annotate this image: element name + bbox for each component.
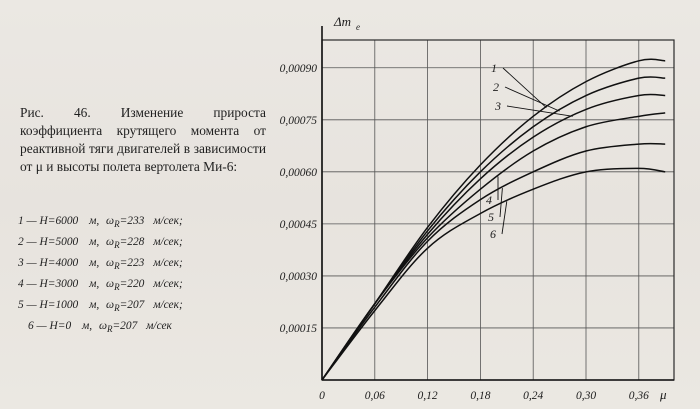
legend-unit-m: м, [86, 299, 103, 311]
x-tick-label: 0,12 [418, 390, 438, 402]
legend-omega-subscript: R [107, 324, 113, 334]
curve-label-2: 2 [493, 80, 499, 94]
legend-unit-m: м, [86, 215, 103, 227]
legend-omega-subscript: R [114, 303, 120, 313]
x-tick-label: 0 [319, 390, 325, 402]
legend-unit-speed: м/сек; [150, 278, 183, 290]
curve-leader-2 [504, 86, 560, 112]
legend-row: 5 — H=1000 м, ωR=207 м/сек; [18, 296, 274, 317]
legend-dash: — [23, 299, 40, 311]
y-tick-label: 0,00015 [280, 323, 318, 335]
legend-altitude: H=5000 [39, 236, 79, 248]
legend-omega-subscript: R [114, 282, 120, 292]
legend-altitude: H=6000 [39, 215, 79, 227]
y-tick-label: 0,00030 [280, 271, 318, 283]
legend-omega: ω [106, 299, 115, 311]
legend-omega-subscript: R [114, 240, 120, 250]
legend-unit-m: м, [86, 278, 103, 290]
legend-altitude: H=0 [49, 320, 72, 332]
y-axis-title: Δm [333, 14, 351, 29]
legend-unit-speed: м/сек; [150, 236, 183, 248]
legend-omega: ω [98, 320, 107, 332]
legend-curve-number: 5 [18, 299, 24, 311]
legend-curve-number: 2 [18, 236, 24, 248]
y-tick-label: 0,00060 [280, 167, 318, 179]
legend-curve-number: 1 [18, 215, 24, 227]
curve-label-3: 3 [494, 99, 501, 113]
legend-dash: — [23, 278, 40, 290]
legend-tip-speed: =207 [119, 299, 145, 311]
legend-curve-number: 4 [18, 278, 24, 290]
curve-label-6: 6 [490, 227, 496, 241]
figure-caption: Рис. 46. Изменение прироста коэффициента… [20, 104, 266, 176]
legend-unit-speed: м/сек [143, 320, 172, 332]
legend-row: 3 — H=4000 м, ωR=223 м/сек; [18, 254, 274, 275]
legend-omega-subscript: R [114, 261, 120, 271]
legend-row: 4 — H=3000 м, ωR=220 м/сек; [18, 275, 274, 296]
curve-label-5: 5 [488, 210, 494, 224]
figure-legend: 1 — H=6000 м, ωR=233 м/сек; 2 — H=5000 м,… [18, 212, 274, 338]
y-tick-label: 0,00075 [280, 115, 318, 127]
legend-tip-speed: =220 [119, 278, 145, 290]
legend-row: 1 — H=6000 м, ωR=233 м/сек; [18, 212, 274, 233]
legend-dash: — [33, 320, 50, 332]
legend-dash: — [23, 257, 40, 269]
curve-line-5 [321, 142, 666, 381]
curve-line-6 [321, 167, 666, 381]
legend-altitude: H=1000 [39, 299, 79, 311]
x-tick-label: 0,36 [629, 390, 649, 402]
legend-omega: ω [106, 236, 115, 248]
legend-unit-m: м, [86, 236, 103, 248]
legend-tip-speed: =228 [119, 236, 145, 248]
legend-unit-m: м, [86, 257, 103, 269]
curve-leader-5 [499, 187, 503, 218]
y-tick-label: 0,00045 [280, 219, 318, 231]
legend-row: 6 — H=0 м, ωR=207 м/сек [18, 317, 274, 338]
caption-text: Рис. 46. Изменение прироста коэффициента… [20, 105, 266, 174]
x-tick-label: 0,24 [523, 390, 543, 402]
y-tick-label: 0,00090 [280, 63, 318, 75]
legend-row: 2 — H=5000 м, ωR=228 м/сек; [18, 233, 274, 254]
curve-line-4 [321, 112, 666, 381]
legend-altitude: H=3000 [39, 278, 79, 290]
legend-dash: — [23, 236, 40, 248]
legend-tip-speed: =233 [119, 215, 145, 227]
legend-unit-speed: м/сек; [150, 215, 183, 227]
legend-omega-subscript: R [114, 219, 120, 229]
y-axis-title-subscript: e [356, 22, 360, 32]
legend-unit-speed: м/сек; [150, 299, 183, 311]
legend-unit-speed: м/сек; [150, 257, 183, 269]
curve-leader-1 [502, 67, 547, 108]
legend-omega: ω [106, 257, 115, 269]
x-tick-label: 0,30 [576, 390, 596, 402]
x-tick-label: 0,06 [365, 390, 385, 402]
x-tick-label: 0,18 [470, 390, 490, 402]
legend-tip-speed: =207 [112, 320, 138, 332]
legend-dash: — [23, 215, 40, 227]
curve-leader-6 [501, 201, 508, 235]
legend-altitude: H=4000 [39, 257, 79, 269]
legend-omega: ω [106, 215, 115, 227]
legend-unit-m: м, [79, 320, 95, 332]
legend-omega: ω [106, 278, 115, 290]
legend-curve-number: 6 [28, 320, 34, 332]
legend-tip-speed: =223 [119, 257, 145, 269]
x-axis-title: μ [659, 387, 667, 402]
curve-leader-3 [506, 105, 573, 117]
legend-curve-number: 3 [18, 257, 24, 269]
curve-label-1: 1 [491, 61, 497, 75]
curve-label-4: 4 [486, 193, 492, 207]
